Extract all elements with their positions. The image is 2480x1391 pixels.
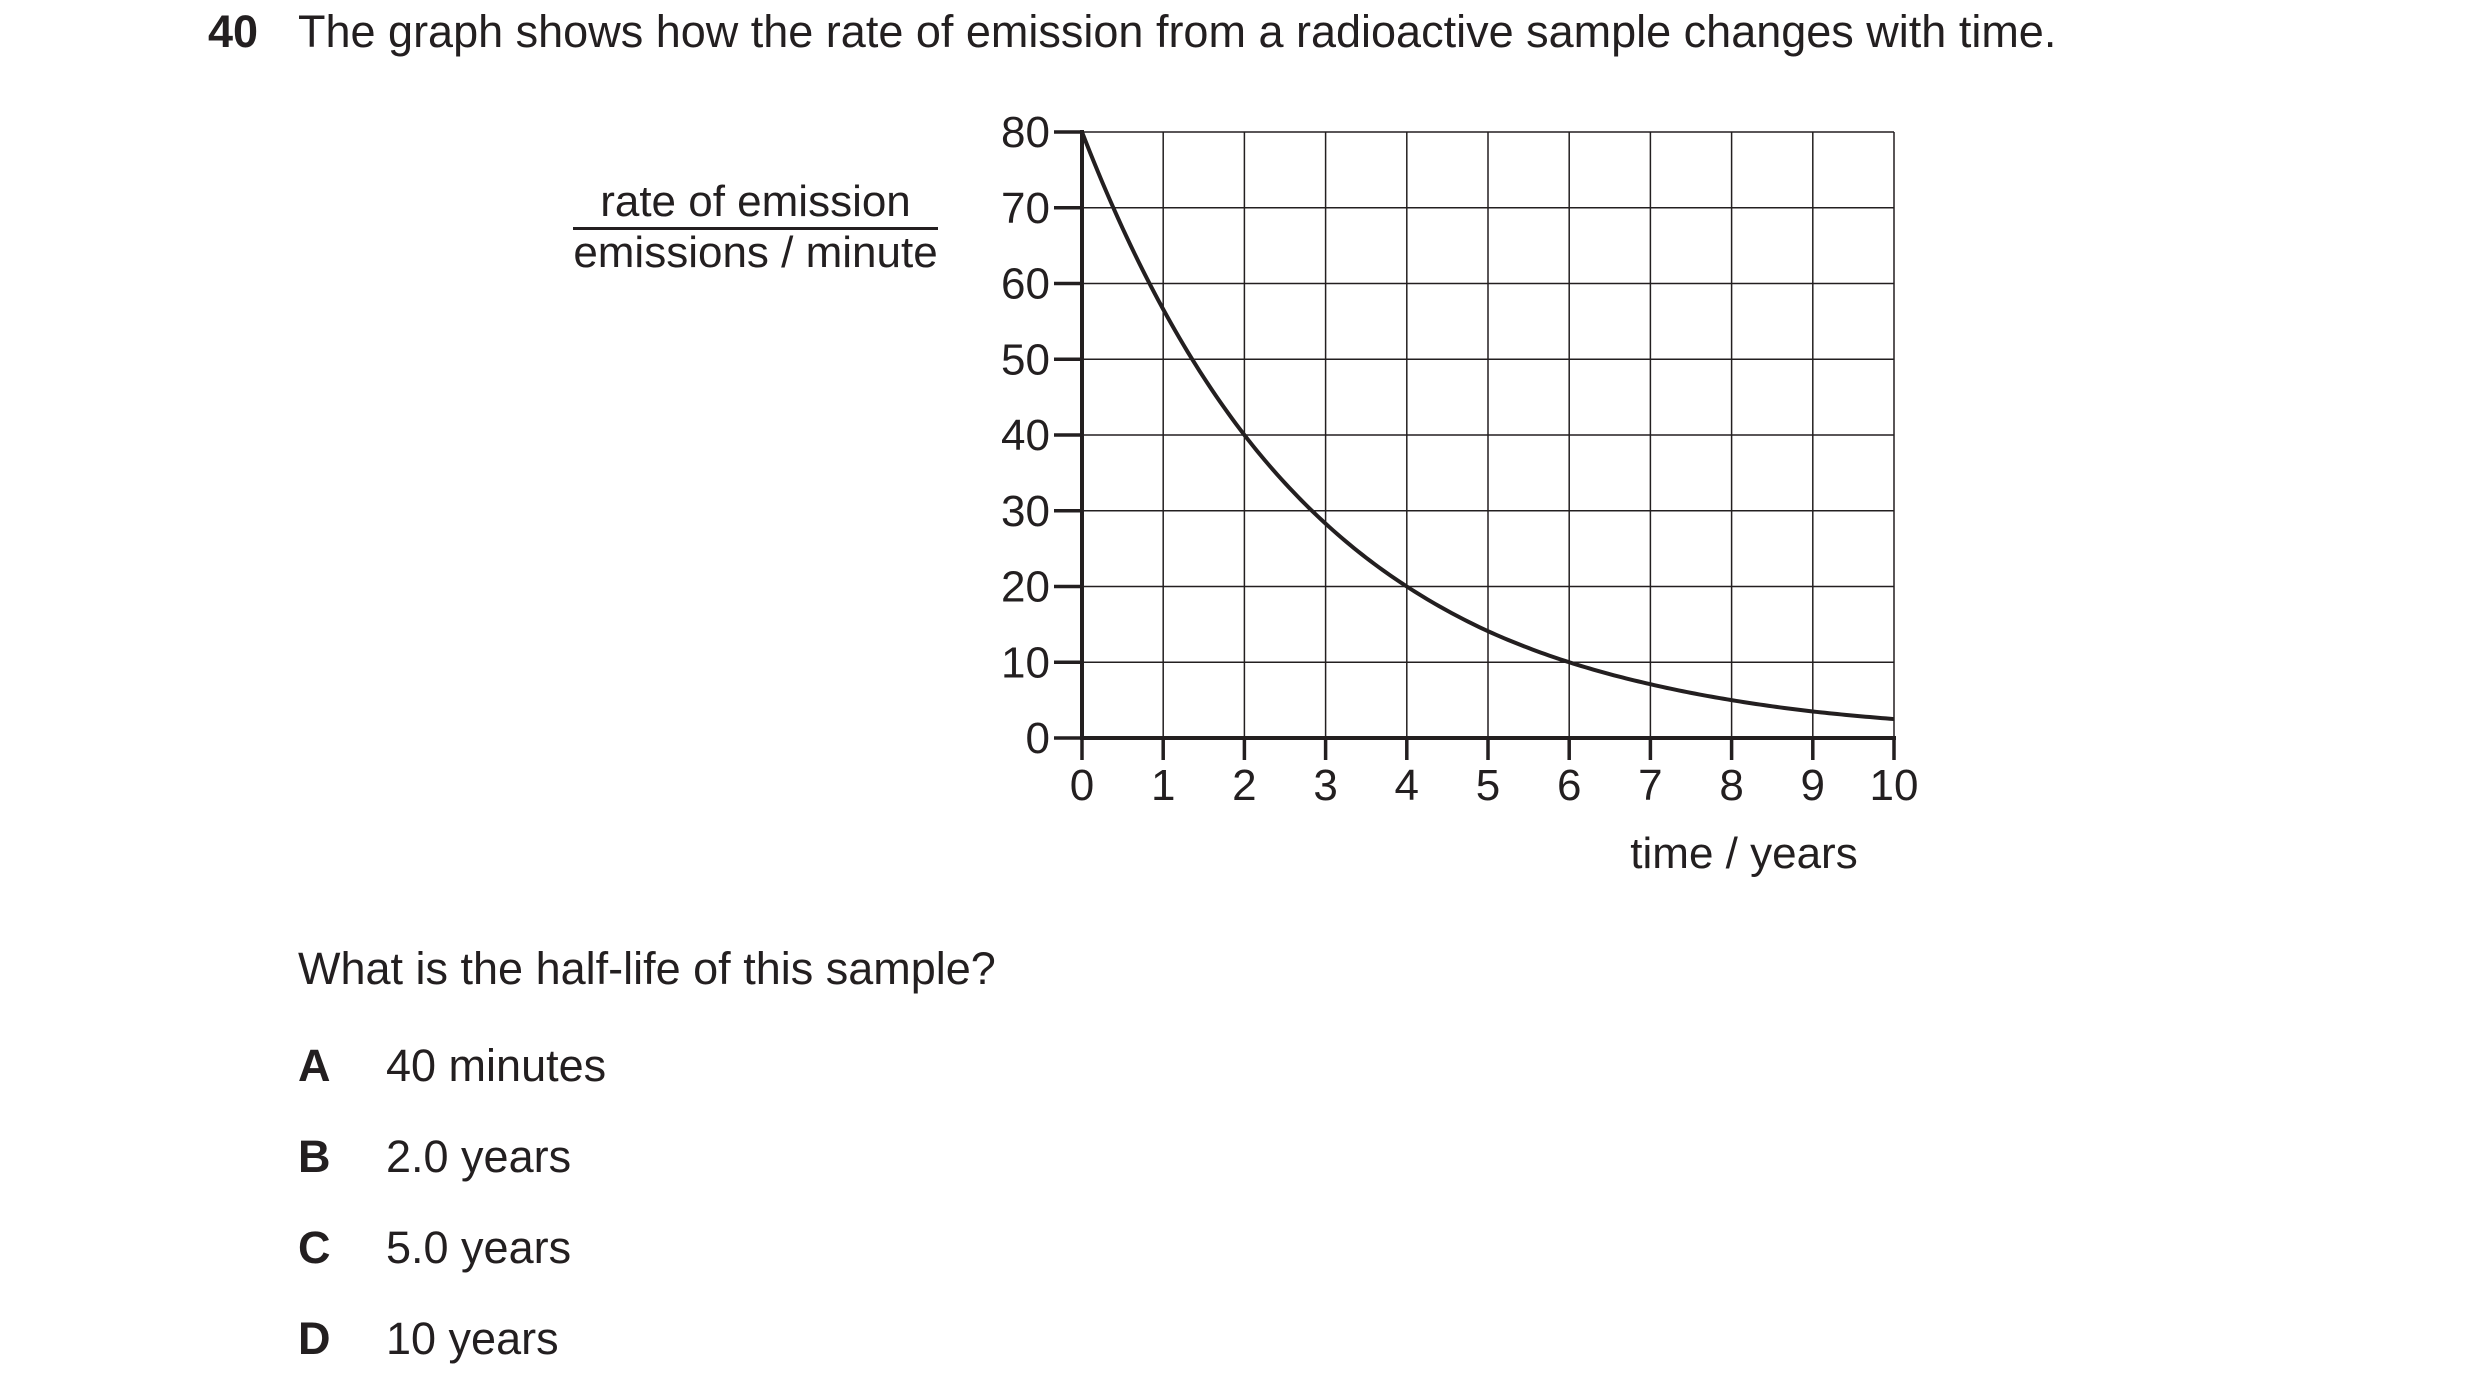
y-tick-label-70: 70 — [1001, 184, 1050, 233]
x-tick-label-8: 8 — [1719, 761, 1743, 810]
y-tick-label-60: 60 — [1001, 260, 1050, 309]
y-tick-label-40: 40 — [1001, 411, 1050, 460]
option-a-text: 40 minutes — [386, 1040, 607, 1091]
x-tick-label-1: 1 — [1151, 761, 1175, 810]
question-prompt: What is the half-life of this sample? — [298, 943, 996, 994]
option-c-letter: C — [298, 1222, 331, 1273]
option-c-text: 5.0 years — [386, 1222, 572, 1273]
y-tick-label-20: 20 — [1001, 563, 1050, 612]
y-tick-label-0: 0 — [1026, 714, 1050, 763]
option-d-text: 10 years — [386, 1313, 559, 1364]
ticks — [1054, 130, 1896, 760]
y-tick-label-10: 10 — [1001, 638, 1050, 687]
x-axis-label: time / years — [1630, 829, 1857, 878]
y-tick-label-80: 80 — [1001, 108, 1050, 157]
option-b-letter: B — [298, 1131, 331, 1182]
x-tick-label-3: 3 — [1313, 761, 1337, 810]
option-b-text: 2.0 years — [386, 1131, 572, 1182]
option-d-letter: D — [298, 1313, 331, 1364]
x-tick-label-4: 4 — [1395, 761, 1419, 810]
option-a-letter: A — [298, 1040, 331, 1091]
x-tick-label-10: 10 — [1870, 761, 1919, 810]
tick-labels: 0 10 20 30 40 50 60 70 80 0 1 2 3 4 5 6 7 8 9 10 — [1001, 108, 1918, 810]
x-tick-label-0: 0 — [1070, 761, 1094, 810]
grid — [1081, 131, 1895, 739]
question-number: 40 — [208, 6, 259, 57]
y-axis-label-fraction-bar — [573, 227, 938, 230]
y-tick-label-30: 30 — [1001, 487, 1050, 536]
x-tick-label-7: 7 — [1638, 761, 1662, 810]
y-tick-label-50: 50 — [1001, 335, 1050, 384]
question-text: The graph shows how the rate of emission… — [298, 6, 2057, 57]
x-tick-label-6: 6 — [1557, 761, 1581, 810]
y-axis-label-quantity: rate of emission — [600, 177, 911, 226]
x-tick-label-2: 2 — [1232, 761, 1256, 810]
y-axis-label-unit: emissions / minute — [573, 228, 938, 277]
decay-curve — [1080, 131, 1895, 722]
x-tick-label-5: 5 — [1476, 761, 1500, 810]
x-tick-label-9: 9 — [1801, 761, 1825, 810]
